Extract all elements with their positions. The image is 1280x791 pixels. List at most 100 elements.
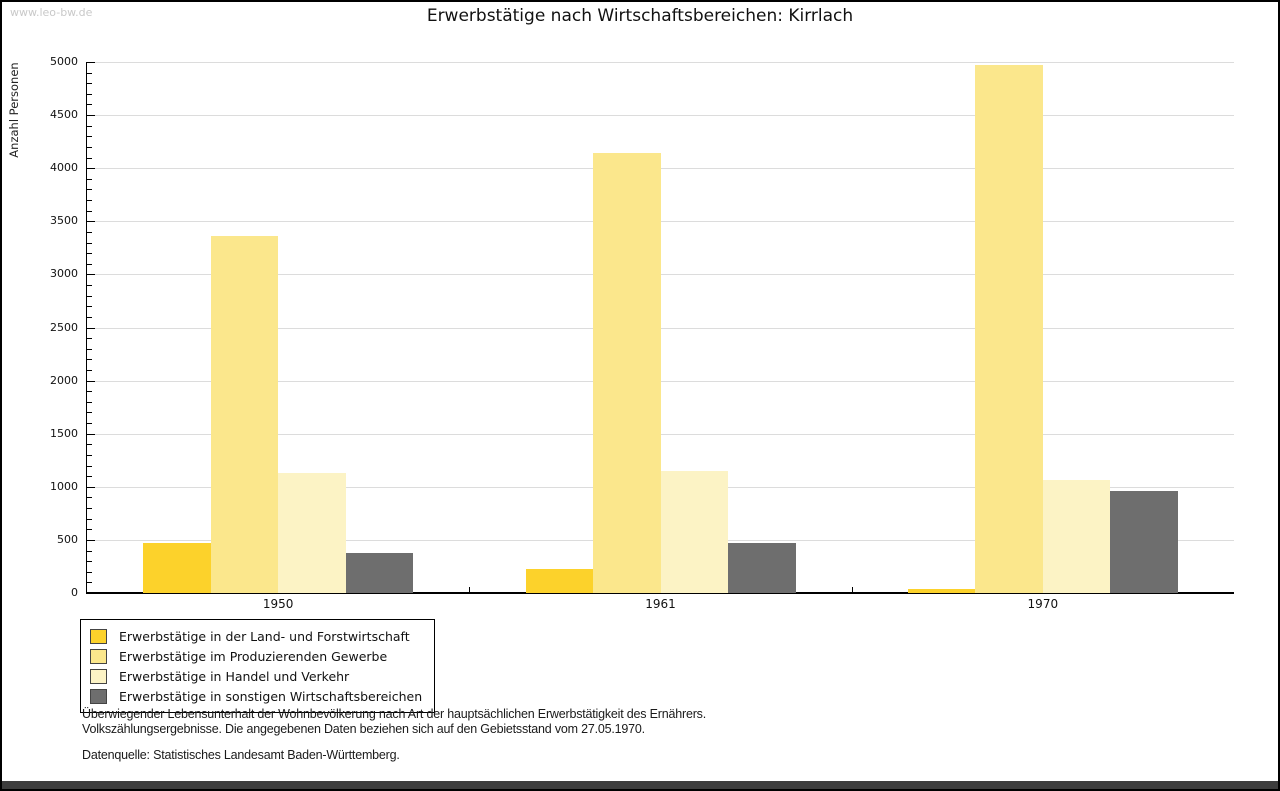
x-category-label-1961: 1961 (645, 597, 676, 611)
y-minor-tick-4900 (87, 72, 92, 74)
legend-swatch-erwerbstätige-im-produzierenden-gewerbe (90, 648, 107, 664)
y-minor-tick-300 (87, 561, 92, 563)
y-major-tick-1000 (87, 486, 95, 488)
y-minor-tick-1400 (87, 444, 92, 446)
y-minor-tick-1300 (87, 454, 92, 456)
y-minor-tick-2400 (87, 338, 92, 340)
legend-label: Erwerbstätige in der Land- und Forstwirt… (119, 628, 410, 644)
legend-swatch-erwerbstätige-in-der-land-und-forstwirtschaft (90, 628, 107, 644)
y-minor-tick-4400 (87, 125, 92, 127)
bar-1961-erwerbstätige-in-der-land-und-forstwirtschaft (525, 568, 593, 593)
y-minor-tick-3600 (87, 210, 92, 212)
x-boundary-tick-1 (469, 587, 471, 593)
y-minor-tick-3700 (87, 200, 92, 202)
watermark: www.leo-bw.de (10, 6, 93, 19)
y-minor-tick-4700 (87, 93, 92, 95)
gridline-1500 (87, 433, 1234, 435)
y-minor-tick-4200 (87, 146, 92, 148)
legend-item-erwerbstätige-in-sonstigen-wirtschaftsbereichen: Erwerbstätige in sonstigen Wirtschaftsbe… (90, 686, 422, 706)
legend-swatch-erwerbstätige-in-sonstigen-wirtschaftsbereichen (90, 688, 107, 704)
legend-label: Erwerbstätige in Handel und Verkehr (119, 668, 350, 684)
y-minor-tick-600 (87, 529, 92, 531)
x-boundary-tick-2 (851, 587, 853, 593)
plot-area (87, 62, 1234, 593)
y-tick-label-4500: 4500 (50, 108, 78, 122)
y-major-tick-4000 (87, 168, 95, 170)
y-minor-tick-4100 (87, 157, 92, 159)
data-source-note: Datenquelle: Statistisches Landesamt Bad… (82, 748, 400, 762)
y-axis-line (86, 62, 87, 593)
footnote-line2: Volkszählungsergebnisse. Die angegebenen… (82, 721, 645, 736)
y-minor-tick-3300 (87, 242, 92, 244)
y-major-tick-3500 (87, 221, 95, 223)
y-tick-label-3000: 3000 (50, 267, 78, 281)
y-major-tick-2500 (87, 327, 95, 329)
y-minor-tick-4800 (87, 83, 92, 85)
y-tick-label-2000: 2000 (50, 373, 78, 387)
y-minor-tick-2700 (87, 306, 92, 308)
y-minor-tick-1600 (87, 423, 92, 425)
y-minor-tick-1900 (87, 391, 92, 393)
y-minor-tick-700 (87, 518, 92, 520)
legend-label: Erwerbstätige in sonstigen Wirtschaftsbe… (119, 688, 423, 704)
y-minor-tick-2600 (87, 316, 92, 318)
y-tick-label-1500: 1500 (50, 426, 78, 440)
y-minor-tick-800 (87, 508, 92, 510)
y-minor-tick-4600 (87, 104, 92, 106)
gridline-3500 (87, 221, 1234, 223)
y-major-tick-500 (87, 539, 95, 541)
legend-swatch-erwerbstätige-in-handel-und-verkehr (90, 668, 107, 684)
y-minor-tick-3900 (87, 178, 92, 180)
y-tick-label-500: 500 (57, 532, 78, 546)
y-minor-tick-200 (87, 571, 92, 573)
legend-item-erwerbstätige-im-produzierenden-gewerbe: Erwerbstätige im Produzierenden Gewerbe (90, 646, 422, 666)
y-minor-tick-3800 (87, 189, 92, 191)
y-major-tick-1500 (87, 433, 95, 435)
y-minor-tick-1700 (87, 412, 92, 414)
bar-1961-erwerbstätige-in-sonstigen-wirtschaftsbereichen (728, 543, 796, 593)
legend-item-erwerbstätige-in-handel-und-verkehr: Erwerbstätige in Handel und Verkehr (90, 666, 422, 686)
y-tick-label-5000: 5000 (50, 55, 78, 68)
y-tick-label-4000: 4000 (50, 161, 78, 175)
y-minor-tick-2800 (87, 295, 92, 297)
gridline-5000 (87, 62, 1234, 63)
x-axis-line (86, 592, 1234, 594)
y-minor-tick-1100 (87, 476, 92, 478)
y-tick-labels: 0 500 1000 1500 2000 2500 3000 3500 4000 4500 5000 (2, 55, 78, 599)
chart-title: Erwerbstätige nach Wirtschaftsbereichen:… (426, 6, 854, 26)
y-tick-label-2500: 2500 (50, 320, 78, 334)
legend-label: Erwerbstätige im Produzierenden Gewerbe (119, 648, 388, 664)
x-category-label-1970: 1970 (1027, 597, 1059, 611)
x-category-label-1950: 1950 (262, 597, 294, 611)
y-minor-tick-3100 (87, 263, 92, 265)
y-tick-label-3500: 3500 (50, 214, 78, 228)
y-major-tick-4500 (87, 115, 95, 117)
legend-item-erwerbstätige-in-der-land-und-forstwirtschaft: Erwerbstätige in der Land- und Forstwirt… (90, 626, 422, 646)
y-minor-tick-2100 (87, 369, 92, 371)
y-minor-tick-100 (87, 582, 92, 584)
y-minor-tick-900 (87, 497, 92, 499)
y-minor-tick-2900 (87, 285, 92, 287)
footnote-line1: Überwiegender Lebensunterhalt der Wohnbe… (82, 707, 706, 721)
y-tick-label-1000: 1000 (50, 479, 78, 493)
gridline-2500 (87, 327, 1234, 329)
y-minor-tick-3200 (87, 253, 92, 255)
gridline-2000 (87, 380, 1234, 382)
bar-1970-erwerbstätige-in-der-land-und-forstwirtschaft (907, 588, 976, 593)
gridline-3000 (87, 274, 1234, 276)
y-minor-tick-1800 (87, 401, 92, 403)
y-tick-label-0: 0 (71, 586, 78, 599)
bottom-bar (2, 781, 1278, 789)
y-minor-tick-1200 (87, 465, 92, 467)
bar-1950-erwerbstätige-in-handel-und-verkehr (278, 473, 346, 593)
bar-1970-erwerbstätige-im-produzierenden-gewerbe (975, 65, 1043, 593)
y-major-tick-5000 (87, 62, 95, 63)
y-minor-tick-2200 (87, 359, 92, 361)
bar-1970-erwerbstätige-in-sonstigen-wirtschaftsbereichen (1110, 491, 1178, 593)
y-minor-tick-2300 (87, 348, 92, 350)
bar-1961-erwerbstätige-in-handel-und-verkehr (660, 470, 728, 593)
gridline-4000 (87, 168, 1234, 170)
legend: Erwerbstätige in der Land- und Forstwirt… (80, 619, 436, 713)
y-major-tick-3000 (87, 274, 95, 276)
bar-1950-erwerbstätige-im-produzierenden-gewerbe (210, 236, 279, 593)
